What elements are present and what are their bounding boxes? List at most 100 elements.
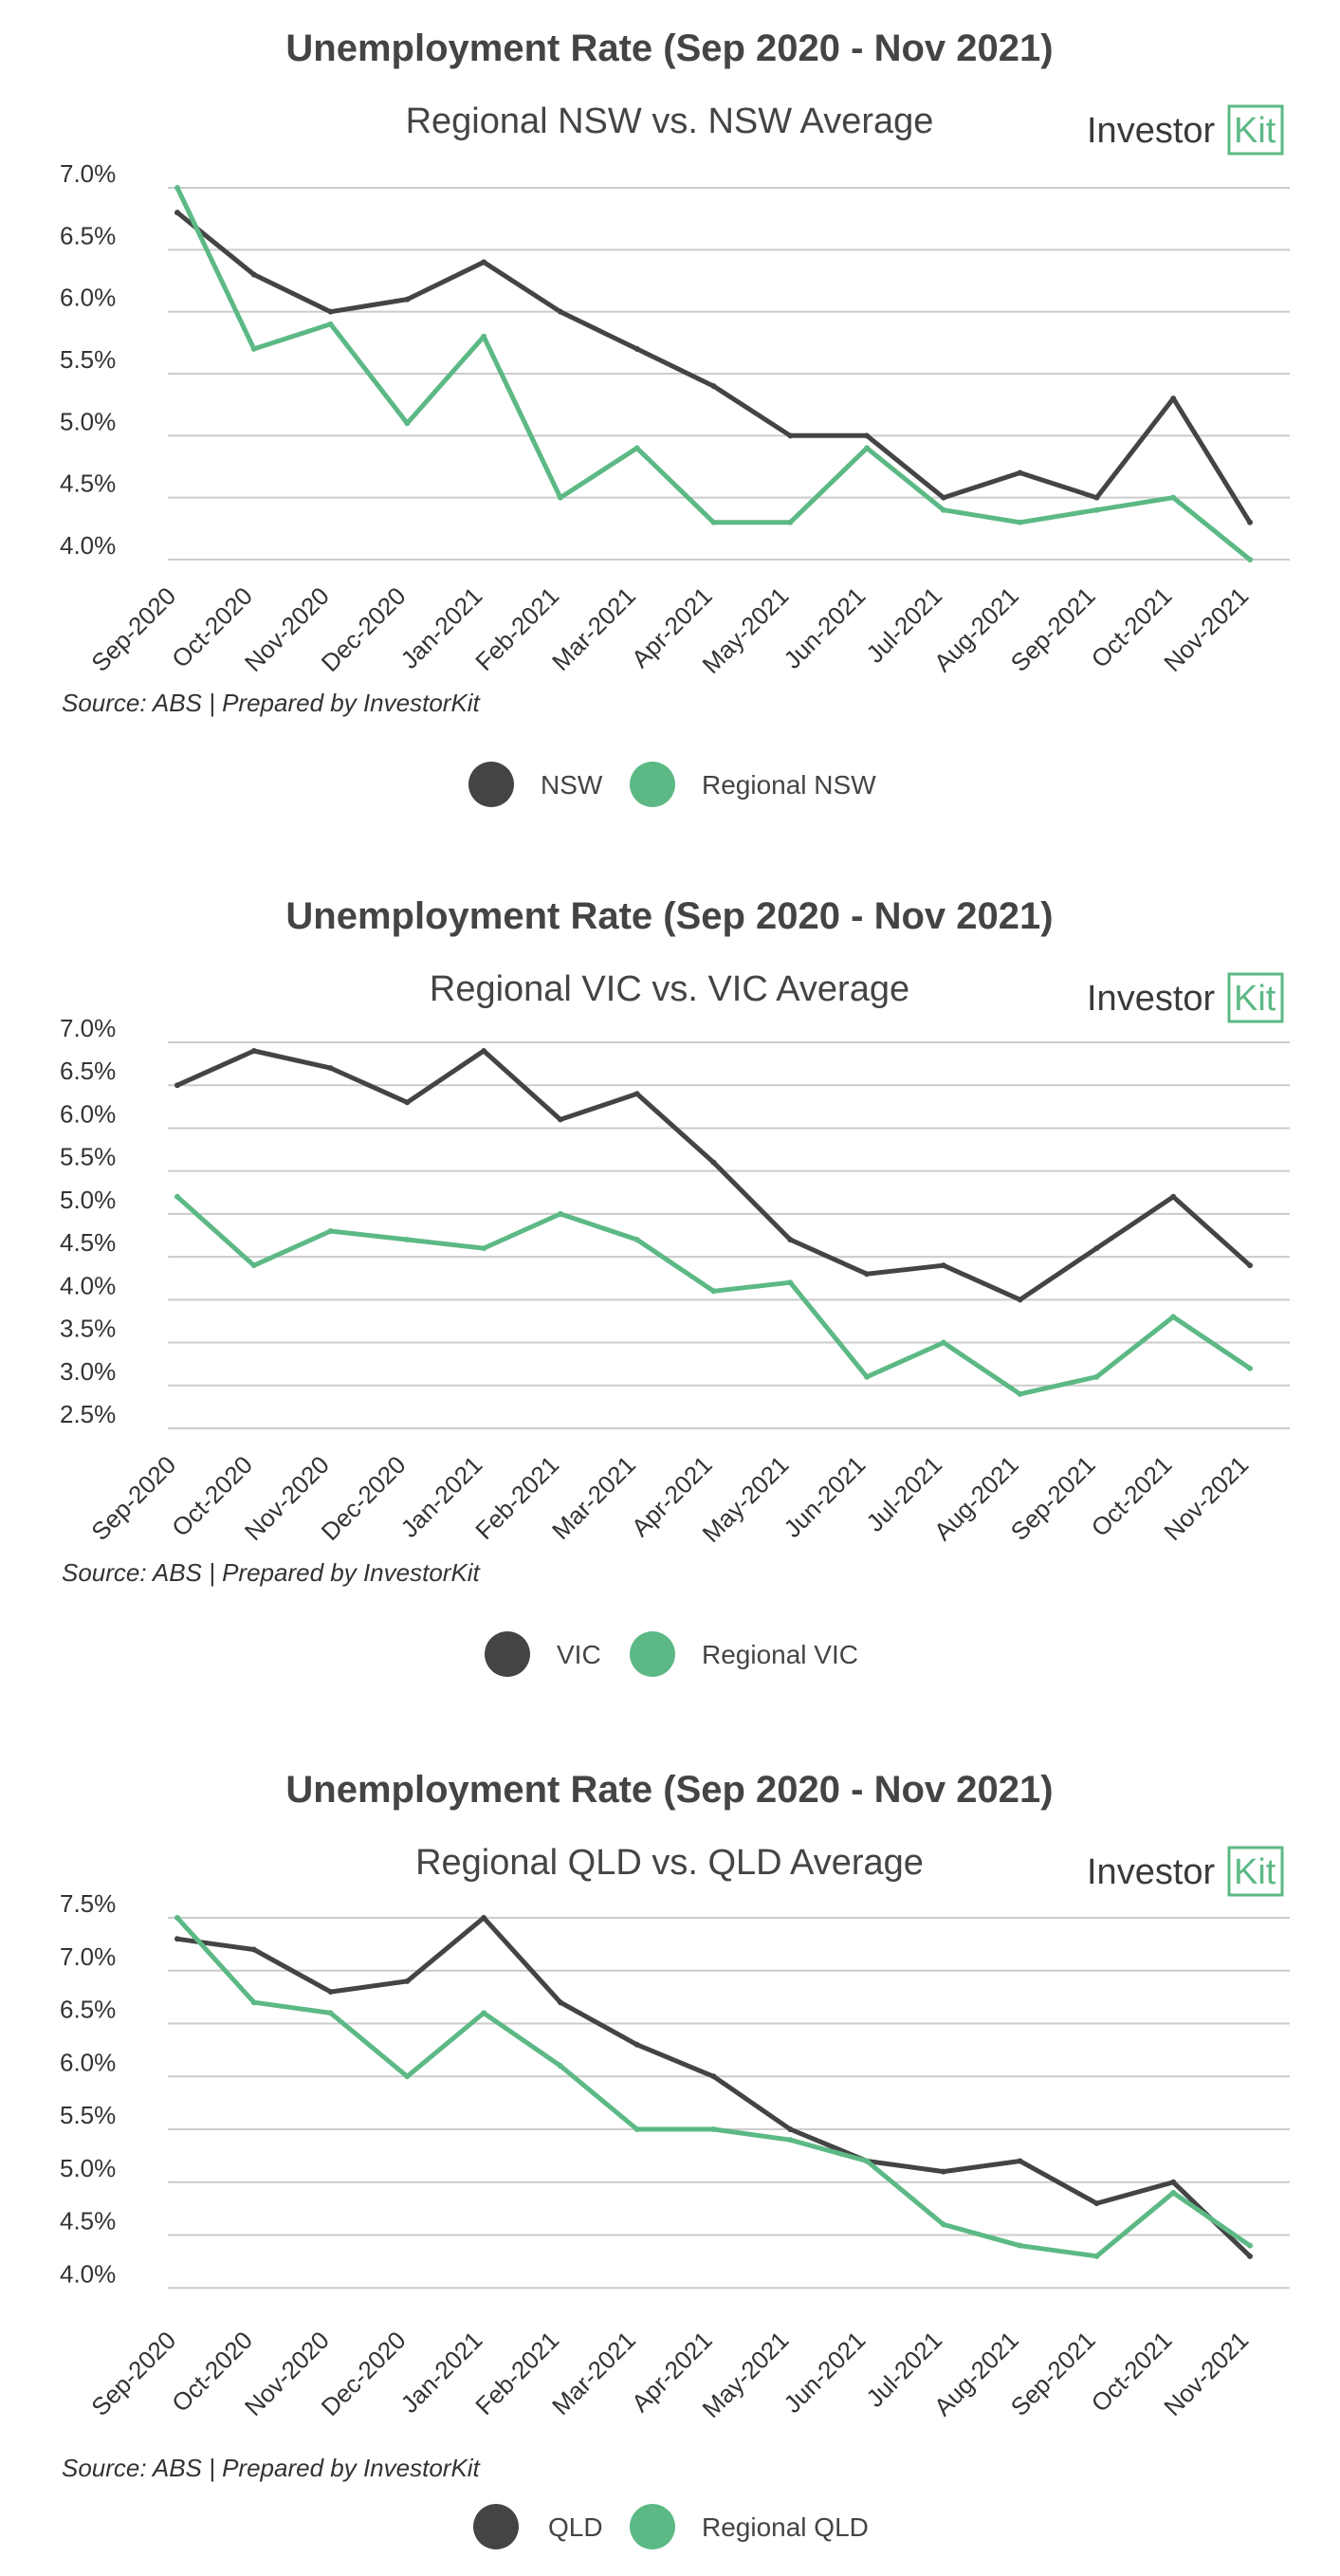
x-tick-label: Dec-2020 — [316, 581, 412, 677]
data-point — [1017, 1390, 1023, 1397]
data-point — [1017, 469, 1023, 476]
chart-vic: Unemployment Rate (Sep 2020 - Nov 2021) R… — [60, 895, 1290, 1677]
logo-mark-text: Kit — [1234, 111, 1276, 151]
data-point — [174, 1193, 180, 1200]
data-point — [940, 2168, 946, 2175]
data-point — [787, 2126, 794, 2133]
y-tick-label: 2.5% — [60, 1400, 116, 1428]
data-point — [710, 519, 717, 525]
chart-nsw: Unemployment Rate (Sep 2020 - Nov 2021) R… — [60, 28, 1290, 807]
chart-panel-qld: Unemployment Rate (Sep 2020 - Nov 2021) R… — [0, 1741, 1340, 2576]
data-point — [250, 1946, 257, 1953]
x-tick-label: Sep-2020 — [85, 581, 181, 677]
y-tick-label: 3.5% — [60, 1315, 116, 1343]
data-point — [250, 345, 257, 352]
data-point — [404, 296, 411, 303]
logo-brand-text: Investor — [1087, 111, 1216, 151]
data-point — [1093, 2200, 1100, 2207]
data-point — [557, 494, 563, 501]
data-point — [250, 1262, 257, 1269]
data-point — [710, 1288, 717, 1295]
y-tick-label: 5.5% — [60, 345, 116, 374]
source-note: Source: ABS | Prepared by InvestorKit — [62, 2454, 482, 2482]
x-tick-label: Nov-2021 — [1158, 2326, 1254, 2421]
data-point — [1093, 494, 1100, 501]
series-line-state — [174, 210, 1253, 525]
data-point — [864, 432, 871, 439]
x-tick-label: Mar-2021 — [546, 2326, 641, 2420]
logo-frame — [1227, 972, 1284, 1023]
data-point — [557, 1999, 563, 2006]
chart-subtitle: Regional QLD vs. QLD Average — [415, 1843, 924, 1883]
y-tick-label: 5.5% — [60, 1143, 116, 1171]
legend-label-regional: Regional NSW — [702, 770, 876, 800]
x-tick-label: Jun-2021 — [778, 2326, 871, 2419]
data-point — [327, 1065, 334, 1072]
data-point — [481, 259, 487, 266]
data-point — [1170, 1193, 1177, 1200]
x-tick-label: Feb-2021 — [469, 2326, 564, 2420]
legend-swatch-state — [485, 1631, 530, 1677]
y-tick-label: 5.0% — [60, 1186, 116, 1214]
data-point — [633, 1091, 640, 1097]
data-point — [404, 2073, 411, 2080]
data-point — [481, 2010, 487, 2016]
data-point — [1170, 1314, 1177, 1320]
source-note: Source: ABS | Prepared by InvestorKit — [62, 1558, 482, 1587]
data-point — [633, 445, 640, 451]
data-point — [327, 2010, 334, 2016]
data-point — [633, 2041, 640, 2048]
data-point — [404, 1978, 411, 1984]
y-tick-label: 5.0% — [60, 2154, 116, 2182]
data-point — [174, 185, 180, 191]
x-tick-label: Sep-2021 — [1005, 1450, 1101, 1546]
y-tick-label: 6.0% — [60, 2048, 116, 2076]
data-point — [1247, 2253, 1253, 2259]
data-point — [710, 1159, 717, 1166]
data-point — [174, 210, 180, 216]
investorkit-logo: Investor Kit — [1087, 1846, 1284, 1897]
x-tick-label: Feb-2021 — [469, 1450, 564, 1545]
data-point — [1093, 506, 1100, 513]
legend-swatch-regional — [630, 1631, 675, 1677]
x-tick-label: Sep-2021 — [1005, 2326, 1101, 2421]
legend-label-state: NSW — [541, 770, 603, 800]
data-point — [1170, 396, 1177, 402]
data-point — [864, 2158, 871, 2164]
legend-swatch-regional — [630, 2504, 675, 2549]
series-line-regional — [174, 1194, 1253, 1397]
logo-brand-text: Investor — [1087, 1852, 1216, 1892]
y-tick-label: 6.5% — [60, 1996, 116, 2024]
data-point — [1017, 2158, 1023, 2164]
data-point — [1017, 519, 1023, 525]
chart-title: Unemployment Rate (Sep 2020 - Nov 2021) — [285, 1769, 1053, 1811]
chart-title: Unemployment Rate (Sep 2020 - Nov 2021) — [285, 28, 1053, 69]
y-tick-label: 4.0% — [60, 2259, 116, 2288]
data-point — [327, 1989, 334, 1996]
data-point — [1247, 1365, 1253, 1371]
legend-swatch-state — [468, 762, 514, 807]
logo-mark-text: Kit — [1234, 1852, 1276, 1892]
data-point — [481, 1915, 487, 1921]
y-tick-label: 5.5% — [60, 2101, 116, 2129]
x-tick-label: Feb-2021 — [469, 581, 564, 676]
data-point — [174, 1915, 180, 1921]
y-tick-label: 7.5% — [60, 1889, 116, 1918]
legend-swatch-state — [473, 2504, 519, 2549]
data-point — [864, 1373, 871, 1380]
legend-swatch-regional — [630, 762, 675, 807]
chart-qld: Unemployment Rate (Sep 2020 - Nov 2021) R… — [60, 1769, 1290, 2549]
data-point — [557, 1210, 563, 1217]
x-tick-label: Jun-2021 — [778, 581, 871, 674]
data-point — [404, 1237, 411, 1243]
chart-subtitle: Regional VIC vs. VIC Average — [430, 969, 909, 1009]
y-tick-label: 5.0% — [60, 407, 116, 435]
series-line-regional — [174, 1915, 1253, 2259]
investorkit-logo: Investor Kit — [1087, 104, 1284, 156]
data-point — [1093, 1245, 1100, 1252]
data-point — [1017, 1297, 1023, 1303]
y-tick-label: 4.5% — [60, 1228, 116, 1257]
data-point — [864, 1271, 871, 1278]
x-tick-label: Nov-2021 — [1158, 1450, 1254, 1546]
data-point — [1093, 2253, 1100, 2259]
